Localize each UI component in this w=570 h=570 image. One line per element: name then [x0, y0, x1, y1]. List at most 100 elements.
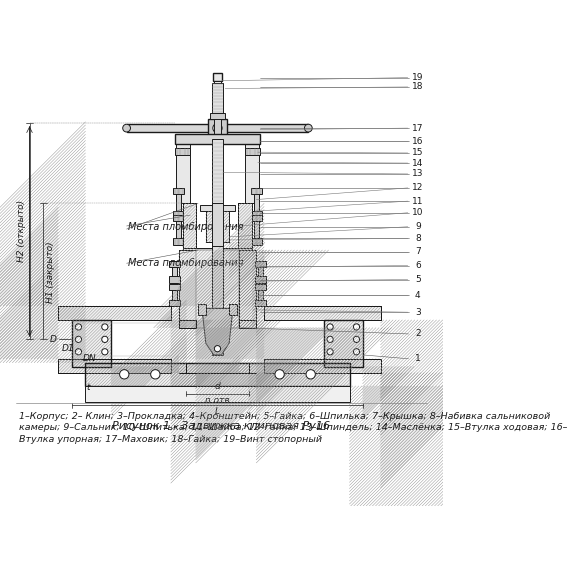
Text: DN: DN — [82, 353, 96, 363]
Bar — [255, 276, 266, 283]
Polygon shape — [229, 304, 237, 315]
Bar — [254, 189, 259, 217]
Bar — [201, 205, 234, 211]
Bar — [251, 215, 262, 221]
Circle shape — [304, 124, 312, 132]
Text: n отв: n отв — [205, 396, 230, 405]
Bar — [178, 250, 196, 328]
Bar — [86, 386, 349, 401]
Circle shape — [101, 349, 108, 355]
Bar — [175, 148, 190, 155]
Bar — [264, 306, 381, 320]
Text: 2: 2 — [415, 329, 421, 339]
Bar — [206, 211, 229, 242]
Bar — [212, 139, 223, 231]
Circle shape — [214, 345, 221, 352]
Bar — [239, 320, 256, 328]
Bar — [251, 238, 262, 245]
Bar — [239, 250, 256, 328]
Bar — [178, 320, 196, 328]
Circle shape — [353, 336, 360, 343]
Bar — [58, 359, 171, 373]
Bar — [86, 363, 349, 386]
Bar — [127, 124, 308, 132]
Circle shape — [213, 124, 222, 133]
Bar — [172, 264, 177, 283]
Circle shape — [75, 336, 82, 343]
Bar — [239, 320, 256, 328]
Bar — [238, 203, 253, 250]
Text: 9: 9 — [415, 222, 421, 231]
Bar — [255, 261, 266, 267]
Text: d: d — [214, 382, 221, 392]
Bar — [212, 83, 223, 126]
Bar — [173, 238, 184, 245]
Bar — [324, 320, 363, 367]
Circle shape — [353, 324, 360, 330]
Bar — [264, 359, 381, 373]
Bar — [212, 242, 223, 355]
Bar — [186, 363, 249, 373]
Bar — [214, 117, 221, 139]
Bar — [173, 211, 184, 217]
Bar — [182, 203, 197, 250]
Bar — [176, 217, 181, 245]
Bar — [254, 217, 259, 245]
Text: 1: 1 — [415, 355, 421, 363]
Bar — [212, 203, 223, 246]
Text: 6: 6 — [415, 261, 421, 270]
Text: 13: 13 — [412, 169, 424, 178]
Bar — [255, 300, 266, 306]
Text: 18: 18 — [412, 83, 424, 91]
Bar — [58, 306, 171, 320]
Text: Места пломбирования: Места пломбирования — [128, 258, 243, 268]
Bar — [72, 320, 111, 367]
Circle shape — [327, 324, 333, 330]
Bar — [214, 81, 221, 87]
Text: 15: 15 — [412, 148, 424, 157]
Circle shape — [120, 370, 129, 379]
Circle shape — [306, 370, 315, 379]
Circle shape — [101, 336, 108, 343]
Circle shape — [327, 349, 333, 355]
Circle shape — [353, 349, 360, 355]
Bar — [178, 320, 196, 328]
Bar — [172, 287, 177, 306]
Text: Места пломбирования: Места пломбирования — [128, 222, 243, 232]
Bar — [206, 211, 229, 242]
Bar — [173, 188, 184, 194]
Bar — [239, 250, 256, 328]
Bar — [245, 148, 260, 155]
Circle shape — [75, 324, 82, 330]
Text: 4: 4 — [415, 291, 421, 300]
Bar — [58, 306, 171, 320]
Text: L: L — [215, 407, 220, 416]
Text: 12: 12 — [412, 184, 424, 193]
Bar — [213, 73, 222, 81]
Bar — [251, 211, 262, 217]
Bar — [255, 284, 266, 291]
Bar — [182, 203, 197, 250]
Bar — [176, 140, 189, 203]
Bar — [169, 300, 180, 306]
Bar — [196, 250, 239, 328]
Bar — [182, 248, 253, 254]
Bar — [169, 261, 180, 267]
Text: 7: 7 — [415, 247, 421, 256]
Bar — [169, 276, 180, 283]
Bar — [86, 363, 349, 386]
Bar — [186, 363, 249, 373]
Bar — [258, 287, 263, 306]
Bar — [178, 250, 196, 328]
Bar — [264, 359, 381, 373]
Text: 10: 10 — [412, 208, 424, 217]
Text: 11: 11 — [412, 197, 424, 206]
Bar — [72, 320, 111, 367]
Circle shape — [327, 336, 333, 343]
Bar — [215, 217, 220, 219]
Text: Рисунок 1 - Задвижка клиновая Ру16: Рисунок 1 - Задвижка клиновая Ру16 — [112, 421, 331, 431]
Circle shape — [75, 349, 82, 355]
Text: t: t — [86, 383, 89, 392]
Circle shape — [101, 324, 108, 330]
Circle shape — [275, 370, 284, 379]
